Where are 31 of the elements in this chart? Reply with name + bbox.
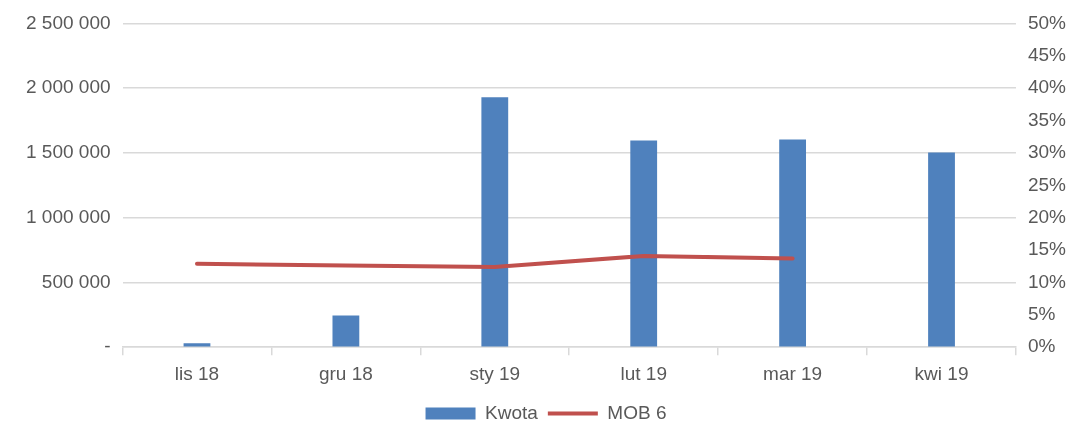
y-tick-label: -: [104, 335, 111, 357]
y2-tick-label: 15%: [1027, 238, 1067, 260]
x-tick-label: gru 18: [318, 362, 373, 384]
x-tick-label: lis 18: [174, 362, 220, 384]
y-tick-label: 500 000: [41, 270, 111, 292]
y2-tick-label: 10%: [1027, 270, 1067, 292]
x-tick-label: mar 19: [763, 362, 823, 384]
x-tick-label: lut 19: [620, 362, 667, 384]
y2-tick-label: 5%: [1027, 303, 1056, 325]
y-tick-label: 1 500 000: [25, 141, 111, 163]
y2-tick-label: 20%: [1027, 205, 1067, 227]
y2-tick-label: 25%: [1027, 173, 1067, 195]
bar: [183, 343, 211, 347]
y2-tick-label: 45%: [1027, 44, 1067, 66]
y2-tick-label: 50%: [1027, 11, 1067, 33]
legend-label: Kwota: [485, 401, 539, 423]
legend-label: MOB 6: [607, 401, 667, 423]
bar: [928, 152, 955, 347]
bar: [481, 97, 509, 347]
y-tick-label: 1 000 000: [25, 205, 111, 227]
bar: [630, 140, 658, 347]
bar: [779, 139, 807, 347]
x-tick-label: sty 19: [469, 362, 521, 384]
y-tick-label: 2 500 000: [25, 11, 111, 33]
y2-tick-label: 40%: [1027, 76, 1067, 98]
bar: [332, 315, 360, 347]
y2-tick-label: 30%: [1027, 141, 1067, 163]
x-tick-label: kwi 19: [914, 362, 969, 384]
y2-tick-label: 35%: [1027, 108, 1067, 130]
y-tick-label: 2 000 000: [25, 76, 111, 98]
y2-tick-label: 0%: [1027, 335, 1056, 357]
